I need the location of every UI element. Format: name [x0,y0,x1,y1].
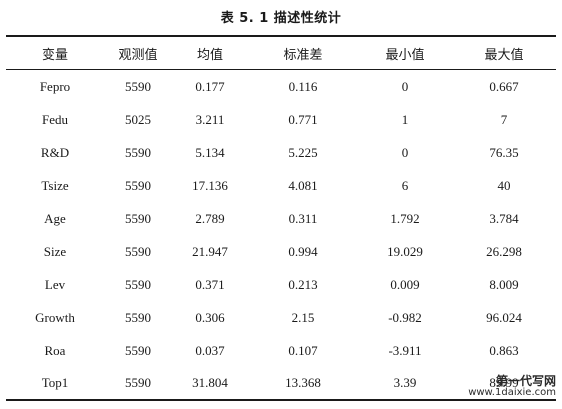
cell-max: 3.784 [489,211,519,226]
cell-max: 96.024 [486,309,522,325]
header-observations: 观测值 [118,47,158,63]
cell-mean: 3.211 [195,112,225,128]
table-header-rule [6,69,556,70]
cell-variable: Top1 [41,375,69,391]
table-row: Top1 5590 31.804 13.368 3.39 89.99 [6,367,556,400]
cell-observations: 5590 [125,342,151,358]
cell-min: 6 [401,178,409,194]
cell-std-dev: 4.081 [288,178,318,194]
cell-max: 26.298 [486,243,522,259]
cell-variable: Lev [44,276,66,292]
cell-variable: Size [43,243,67,259]
cell-min: 3.39 [393,375,417,391]
table-bottom-rule [6,399,556,401]
table-row: Lev 5590 0.371 0.213 0.009 8.009 [6,268,556,301]
cell-std-dev: 0.994 [288,243,318,259]
cell-mean: 21.947 [192,243,228,259]
cell-mean: 0.306 [195,309,225,325]
table-row: Size 5590 21.947 0.994 19.029 26.298 [6,235,556,268]
cell-variable: Age [44,211,66,226]
header-min: 最小值 [385,47,425,63]
cell-std-dev: 13.368 [285,375,321,391]
table-title: 表 5. 1 描述性统计 [220,11,342,26]
cell-observations: 5590 [125,145,151,161]
cell-mean: 5.134 [195,145,225,161]
table-top-rule [6,35,556,37]
cell-mean: 0.371 [195,276,225,292]
header-max: 最大值 [484,47,524,63]
cell-std-dev: 0.116 [288,79,318,95]
table-row: R&D 5590 5.134 5.225 0 76.35 [6,137,556,170]
cell-max: 0.863 [489,342,519,358]
cell-mean: 0.037 [195,342,225,358]
cell-variable: Fepro [39,79,71,95]
cell-mean: 17.136 [192,178,228,194]
cell-mean: 2.789 [195,211,225,226]
cell-max: 8.009 [489,276,519,292]
cell-max: 89.99 [489,375,519,391]
cell-std-dev: 0.213 [288,276,318,292]
cell-variable: Tsize [41,178,69,194]
cell-observations: 5590 [125,79,151,95]
cell-observations: 5590 [125,243,151,259]
cell-variable: Roa [44,342,66,358]
table-row: Age 5590 2.789 0.311 1.792 3.784 [6,203,556,236]
table-row: Tsize 5590 17.136 4.081 6 40 [6,170,556,203]
cell-std-dev: 0.771 [288,112,318,128]
cell-mean: 31.804 [192,375,228,391]
cell-std-dev: 2.15 [291,309,315,325]
cell-min: 0 [401,145,409,161]
cell-max: 7 [500,112,508,128]
descriptive-statistics-table: 变量 观测值 均值 标准差 最小值 最大值 Fepro 5590 0.177 0… [6,37,556,400]
cell-variable: R&D [40,145,70,161]
cell-observations: 5590 [125,211,151,226]
cell-variable: Growth [35,309,75,325]
table-row: Growth 5590 0.306 2.15 -0.982 96.024 [6,301,556,334]
cell-std-dev: 0.311 [288,211,318,226]
site-watermark: 第一代写网 www.1daixie.com [468,375,556,398]
cell-std-dev: 0.107 [288,342,318,358]
cell-min: 1.792 [390,211,420,226]
cell-max: 40 [497,178,511,194]
cell-min: 0.009 [390,276,420,292]
cell-min: -3.911 [388,342,422,358]
table-row: Roa 5590 0.037 0.107 -3.911 0.863 [6,334,556,367]
cell-observations: 5590 [125,309,151,325]
table-row: Fepro 5590 0.177 0.116 0 0.667 [6,69,556,104]
cell-min: 0 [401,79,409,95]
header-std-dev: 标准差 [283,47,323,63]
header-variable: 变量 [41,47,68,63]
cell-observations: 5590 [125,276,151,292]
cell-std-dev: 5.225 [288,145,318,161]
table-row: Fedu 5025 3.211 0.771 1 7 [6,104,556,137]
header-mean: 均值 [196,47,223,63]
cell-observations: 5590 [125,375,151,391]
cell-min: 19.029 [387,243,423,259]
header-row: 变量 观测值 均值 标准差 最小值 最大值 [6,37,556,69]
watermark-url: www.1daixie.com [468,386,556,398]
cell-variable: Fedu [42,112,68,128]
cell-max: 0.667 [489,79,519,95]
cell-observations: 5025 [125,112,151,128]
cell-max: 76.35 [489,145,519,161]
watermark-name: 第一代写网 [495,374,556,388]
cell-min: -0.982 [388,309,422,325]
cell-mean: 0.177 [195,79,225,95]
cell-min: 1 [401,112,409,128]
cell-observations: 5590 [125,178,151,194]
